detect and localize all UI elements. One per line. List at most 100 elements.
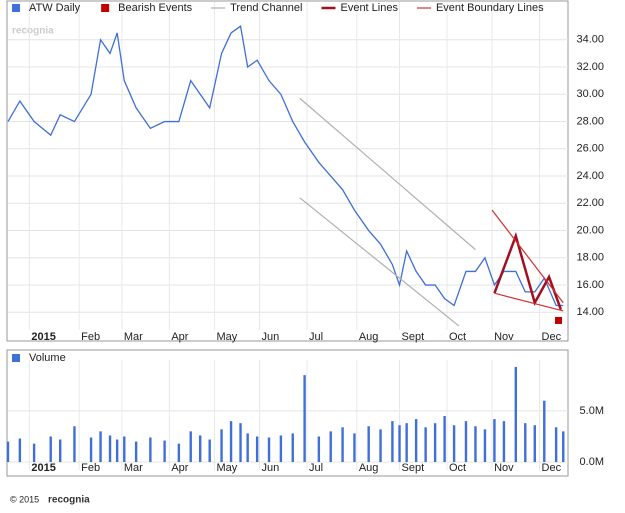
volume-bar xyxy=(189,431,192,463)
x-tick-label: 2015 xyxy=(31,462,55,474)
x-tick-label: 2015 xyxy=(31,331,55,343)
overlay-line xyxy=(299,197,460,327)
y-tick-label: 30.00 xyxy=(576,88,604,100)
volume-bar xyxy=(493,419,496,463)
volume-bar xyxy=(379,429,382,463)
brand: recognia xyxy=(48,495,90,506)
x-tick-label: Oct xyxy=(449,462,466,474)
price-line xyxy=(7,25,564,307)
volume-bar xyxy=(414,419,418,463)
bearish-event xyxy=(555,316,563,324)
volume-bar xyxy=(405,423,408,463)
legend-label: Volume xyxy=(29,352,66,364)
volume-bar xyxy=(279,435,283,463)
volume-bar xyxy=(291,433,294,463)
y-tick-label: 22.00 xyxy=(576,197,604,209)
volume-bar xyxy=(115,439,119,463)
volume-bar xyxy=(18,438,22,463)
volume-bar xyxy=(303,375,306,463)
volume-bar xyxy=(49,436,52,463)
volume-bar xyxy=(32,443,36,463)
volume-bar xyxy=(424,427,427,463)
y-tick-label: 16.00 xyxy=(576,279,604,291)
volume-bar xyxy=(6,441,10,463)
x-tick-label: Mar xyxy=(124,331,143,343)
volume-bar xyxy=(452,425,456,463)
x-tick-label: Jun xyxy=(262,331,280,343)
volume-bar xyxy=(163,440,166,463)
volume-bar xyxy=(108,435,112,463)
overlay-line xyxy=(299,97,476,251)
volume-bar xyxy=(267,437,271,463)
overlay-line xyxy=(493,231,563,310)
overlay-line xyxy=(491,209,564,304)
volume-bar xyxy=(73,426,76,463)
volume-bar xyxy=(367,426,370,463)
volume-bar xyxy=(353,433,356,463)
volume-panel xyxy=(6,349,569,477)
x-tick-label: Feb xyxy=(81,462,100,474)
x-tick-label: Jun xyxy=(262,462,280,474)
x-tick-label: Sept xyxy=(402,331,425,343)
volume-bar xyxy=(220,429,223,463)
legend-swatch xyxy=(12,354,20,362)
x-tick-label: Apr xyxy=(171,462,188,474)
x-tick-label: Nov xyxy=(494,462,514,474)
x-tick-label: Jul xyxy=(309,331,323,343)
volume-bar xyxy=(502,421,506,463)
x-tick-label: Sept xyxy=(402,462,425,474)
y-tick-label: 24.00 xyxy=(576,170,604,182)
x-tick-label: Dec xyxy=(542,462,562,474)
copyright: © 2015 xyxy=(10,494,39,504)
x-tick-label: Oct xyxy=(449,331,466,343)
volume-bar xyxy=(524,423,527,463)
volume-bar xyxy=(246,433,249,463)
x-tick-label: Dec xyxy=(542,331,562,343)
volume-bar xyxy=(59,439,62,463)
volume-bar xyxy=(464,421,468,463)
volume-bar xyxy=(391,421,394,463)
volume-bar xyxy=(398,425,401,463)
y-tick-label: 28.00 xyxy=(576,115,604,127)
x-tick-label: May xyxy=(216,331,237,343)
volume-bar xyxy=(341,427,344,463)
y-tick-label: 18.00 xyxy=(576,252,604,264)
x-tick-label: Mar xyxy=(124,462,143,474)
legend-label: Trend Channel xyxy=(230,2,302,14)
watermark: recognia xyxy=(12,26,54,37)
x-tick-label: Nov xyxy=(494,331,514,343)
x-tick-label: Aug xyxy=(359,462,379,474)
volume-bar xyxy=(199,435,202,463)
legend-label: ATW Daily xyxy=(29,2,81,14)
legend-swatch xyxy=(101,4,110,12)
volume-bar xyxy=(134,441,138,463)
price-panel xyxy=(6,0,569,342)
volume-bar xyxy=(229,421,233,463)
legend-label: Event Lines xyxy=(340,2,398,14)
x-tick-label: Jul xyxy=(309,462,323,474)
y-tick-label: 5.0M xyxy=(580,405,604,417)
volume-bar xyxy=(433,423,437,463)
x-tick-label: Apr xyxy=(171,331,188,343)
volume-bar xyxy=(554,427,558,463)
legend-label: Bearish Events xyxy=(118,2,192,14)
legend-swatch xyxy=(12,4,20,12)
volume-bar xyxy=(239,423,242,463)
y-tick-label: 14.00 xyxy=(576,306,604,318)
volume-bar xyxy=(123,436,126,463)
volume-bar xyxy=(543,400,546,463)
volume-bar xyxy=(89,437,93,463)
x-tick-label: May xyxy=(216,462,237,474)
y-tick-label: 20.00 xyxy=(576,224,604,236)
volume-bar xyxy=(483,429,487,463)
y-tick-label: 32.00 xyxy=(576,61,604,73)
x-tick-label: Feb xyxy=(81,331,100,343)
volume-bar xyxy=(329,431,332,463)
y-tick-label: 34.00 xyxy=(576,34,604,46)
y-tick-label: 0.0M xyxy=(580,456,604,468)
y-tick-label: 26.00 xyxy=(576,143,604,155)
volume-bar xyxy=(533,425,536,463)
volume-bar xyxy=(317,436,321,463)
volume-bar xyxy=(208,439,211,463)
